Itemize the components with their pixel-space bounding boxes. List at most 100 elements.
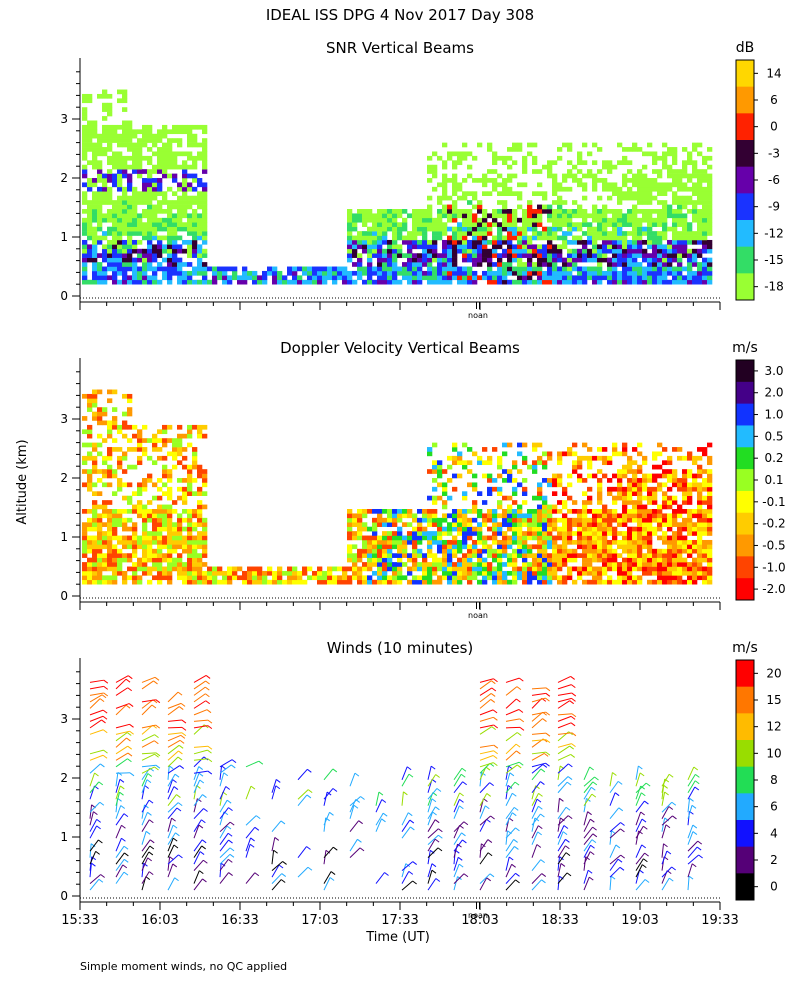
heatmap-cell (197, 222, 203, 227)
wind-barb (193, 859, 204, 871)
heatmap-cell (162, 124, 168, 130)
heatmap-cell (612, 279, 618, 285)
heatmap-cell (502, 478, 508, 483)
heatmap-cell (152, 231, 158, 236)
heatmap-cell (102, 235, 108, 241)
heatmap-cell (382, 562, 388, 567)
heatmap-cell (152, 195, 158, 201)
heatmap-cell (157, 182, 163, 188)
heatmap-cell (142, 124, 148, 130)
heatmap-cell (82, 579, 88, 585)
heatmap-cell (647, 244, 653, 250)
heatmap-cell (157, 557, 163, 563)
heatmap-cell (477, 217, 483, 223)
wind-barb (323, 877, 331, 891)
heatmap-cell (127, 182, 133, 188)
wind-barb-flag (437, 847, 443, 852)
heatmap-cell (477, 513, 483, 519)
heatmap-cell (87, 133, 93, 139)
heatmap-cell (472, 213, 478, 219)
wind-barb (349, 820, 360, 832)
heatmap-cell (467, 239, 473, 245)
wind-barb-flag (181, 719, 187, 724)
heatmap-cell (512, 209, 518, 214)
heatmap-cell (457, 575, 463, 581)
heatmap-cell (662, 575, 668, 581)
wind-barb-flag (274, 837, 280, 841)
heatmap-cell (437, 539, 443, 545)
heatmap-cell (607, 244, 613, 250)
heatmap-cell (122, 155, 128, 161)
heatmap-cell (492, 478, 498, 483)
heatmap-cell (552, 504, 558, 510)
heatmap-cell (567, 270, 573, 276)
heatmap-cell (652, 262, 658, 267)
heatmap-cell (487, 239, 493, 245)
heatmap-cell (367, 544, 373, 550)
heatmap-cell (682, 486, 688, 492)
heatmap-cell (172, 566, 178, 572)
heatmap-cell (567, 239, 573, 245)
heatmap-cell (127, 500, 133, 505)
heatmap-cell (157, 169, 163, 174)
heatmap-cell (197, 579, 203, 585)
colorbar-swatch (736, 273, 754, 301)
heatmap-cell (557, 204, 563, 210)
heatmap-cell (382, 213, 388, 219)
heatmap-cell (697, 539, 703, 545)
heatmap-cell (502, 575, 508, 581)
heatmap-cell (477, 539, 483, 545)
heatmap-cell (177, 517, 183, 523)
heatmap-cell (602, 535, 608, 541)
heatmap-cell (657, 575, 663, 581)
heatmap-cell (202, 186, 208, 192)
heatmap-cell (162, 248, 168, 254)
heatmap-cell (407, 509, 413, 514)
heatmap-cell (132, 151, 138, 157)
heatmap-cell (567, 275, 573, 281)
heatmap-cell (432, 557, 438, 563)
heatmap-cell (92, 402, 98, 408)
heatmap-cell (122, 93, 128, 99)
heatmap-cell (527, 279, 533, 285)
heatmap-cell (682, 244, 688, 250)
heatmap-cell (497, 279, 503, 285)
heatmap-cell (557, 451, 563, 457)
heatmap-cell (612, 182, 618, 188)
heatmap-cell (607, 275, 613, 281)
wind-barb-flag (103, 679, 109, 684)
heatmap-cell (682, 248, 688, 254)
heatmap-cell (542, 535, 548, 541)
heatmap-cell (577, 553, 583, 558)
heatmap-cell (142, 517, 148, 523)
heatmap-cell (507, 469, 513, 474)
heatmap-cell (232, 270, 238, 276)
heatmap-cell (432, 509, 438, 514)
heatmap-cell (597, 486, 603, 492)
heatmap-cell (522, 275, 528, 281)
heatmap-cell (417, 566, 423, 572)
wind-barb (193, 700, 207, 709)
heatmap-cell (587, 213, 593, 219)
heatmap-cell (642, 209, 648, 214)
heatmap-cell (127, 129, 133, 135)
heatmap-cell (177, 195, 183, 201)
heatmap-cell (627, 257, 633, 263)
heatmap-cell (387, 262, 393, 267)
heatmap-cell (87, 248, 93, 254)
heatmap-cell (462, 464, 468, 470)
heatmap-cell (462, 226, 468, 232)
heatmap-cell (202, 164, 208, 170)
heatmap-cell (687, 548, 693, 554)
heatmap-cell (137, 486, 143, 492)
heatmap-cell (187, 579, 193, 585)
heatmap-cell (517, 147, 523, 152)
heatmap-cell (637, 178, 643, 183)
heatmap-cell (697, 513, 703, 519)
heatmap-cell (467, 469, 473, 474)
heatmap-cell (382, 270, 388, 276)
heatmap-cell (107, 173, 113, 179)
heatmap-cell (597, 195, 603, 201)
heatmap-cell (447, 522, 453, 527)
heatmap-cell (177, 200, 183, 205)
